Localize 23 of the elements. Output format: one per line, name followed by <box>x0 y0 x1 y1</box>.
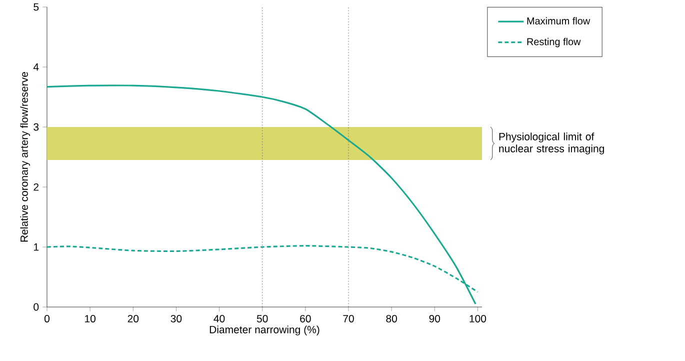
x-tick-label: 30 <box>170 314 182 322</box>
legend-label: Resting flow <box>527 38 581 48</box>
band-label: Physiological limit of nuclear stress imaging <box>499 132 604 154</box>
x-tick-label: 90 <box>429 314 440 322</box>
legend-label: Maximum flow <box>527 17 590 24</box>
x-tick-label: 40 <box>214 314 225 322</box>
x-tick-label: 100 <box>470 314 486 322</box>
y-tick-label: 2 <box>34 183 39 191</box>
x-tick-label: 50 <box>256 314 268 322</box>
x-tick-label: 20 <box>128 314 139 322</box>
x-tick-label: 0 <box>44 314 50 322</box>
x-axis-title: Diameter narrowing (%) <box>210 326 320 336</box>
x-tick-label: 80 <box>386 314 397 322</box>
y-tick-label: 0 <box>34 303 39 311</box>
x-tick-label: 10 <box>85 314 96 322</box>
x-tick-label: 60 <box>300 314 311 322</box>
y-tick-label: 5 <box>34 3 39 11</box>
line-series <box>46 84 476 305</box>
y-tick-label: 3 <box>34 123 39 131</box>
y-tick-label: 4 <box>33 63 39 71</box>
x-tick-label: 70 <box>343 314 354 322</box>
y-axis-title: Relative coronary artery flow/reserve <box>20 72 30 242</box>
y-tick-label: 1 <box>34 243 39 251</box>
